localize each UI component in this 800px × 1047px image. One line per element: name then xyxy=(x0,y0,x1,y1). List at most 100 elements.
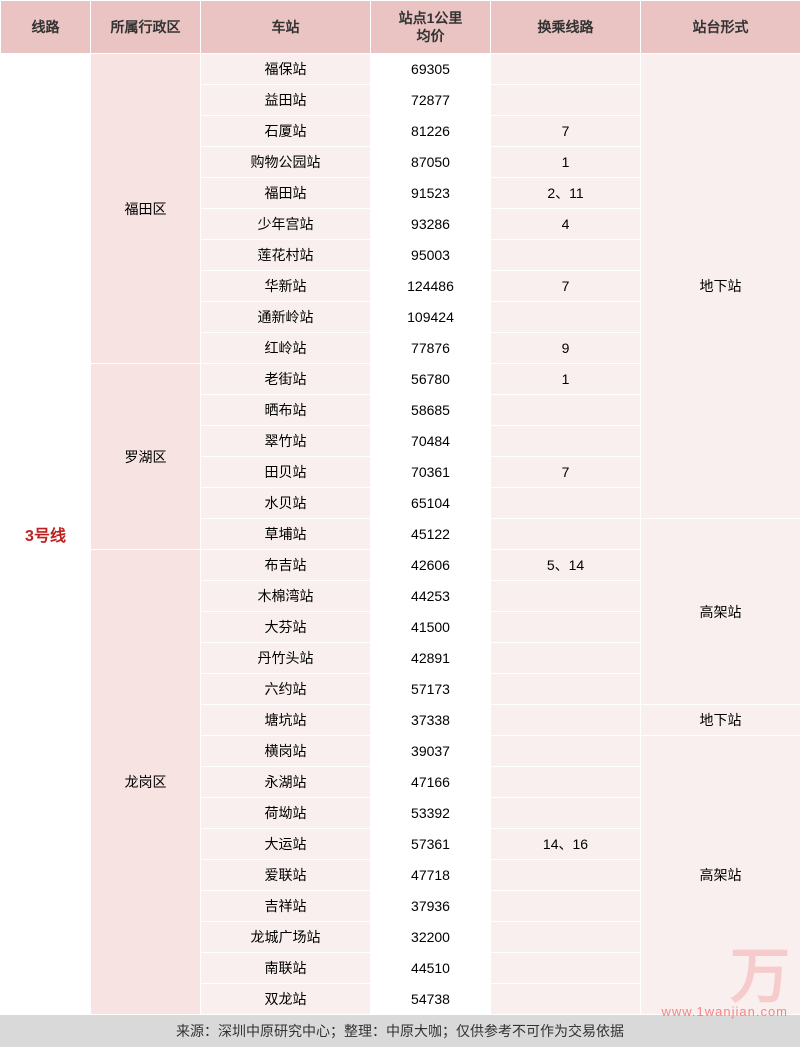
station-cell: 华新站 xyxy=(201,271,371,302)
col-line: 线路 xyxy=(1,1,91,54)
station-cell: 田贝站 xyxy=(201,457,371,488)
station-cell: 龙城广场站 xyxy=(201,922,371,953)
price-cell: 37936 xyxy=(371,891,491,922)
station-cell: 横岗站 xyxy=(201,736,371,767)
transfer-cell: 5、14 xyxy=(491,550,641,581)
station-cell: 塘坑站 xyxy=(201,705,371,736)
transfer-cell xyxy=(491,488,641,519)
platform-cell: 地下站 xyxy=(641,54,800,519)
transfer-cell xyxy=(491,953,641,984)
station-cell: 少年宫站 xyxy=(201,209,371,240)
station-cell: 通新岭站 xyxy=(201,302,371,333)
transfer-cell xyxy=(491,426,641,457)
station-cell: 水贝站 xyxy=(201,488,371,519)
price-cell: 124486 xyxy=(371,271,491,302)
transfer-cell xyxy=(491,705,641,736)
station-cell: 莲花村站 xyxy=(201,240,371,271)
station-cell: 石厦站 xyxy=(201,116,371,147)
price-cell: 41500 xyxy=(371,612,491,643)
price-cell: 37338 xyxy=(371,705,491,736)
price-cell: 58685 xyxy=(371,395,491,426)
transfer-cell xyxy=(491,85,641,116)
platform-cell: 地下站 xyxy=(641,705,800,736)
transfer-cell xyxy=(491,984,641,1015)
price-cell: 87050 xyxy=(371,147,491,178)
station-cell: 益田站 xyxy=(201,85,371,116)
station-price-table: 线路 所属行政区 车站 站点1公里均价 换乘线路 站台形式 3号线福田区福保站6… xyxy=(0,0,800,1015)
transfer-cell xyxy=(491,240,641,271)
price-cell: 69305 xyxy=(371,54,491,85)
price-cell: 70484 xyxy=(371,426,491,457)
transfer-cell: 7 xyxy=(491,271,641,302)
transfer-cell: 9 xyxy=(491,333,641,364)
station-cell: 双龙站 xyxy=(201,984,371,1015)
price-cell: 65104 xyxy=(371,488,491,519)
transfer-cell xyxy=(491,643,641,674)
price-cell: 57361 xyxy=(371,829,491,860)
transfer-cell xyxy=(491,674,641,705)
price-cell: 44510 xyxy=(371,953,491,984)
transfer-cell xyxy=(491,302,641,333)
table-row: 3号线福田区福保站69305地下站 xyxy=(1,54,800,85)
price-cell: 45122 xyxy=(371,519,491,550)
transfer-cell: 4 xyxy=(491,209,641,240)
price-cell: 44253 xyxy=(371,581,491,612)
price-cell: 42606 xyxy=(371,550,491,581)
price-cell: 47718 xyxy=(371,860,491,891)
platform-cell: 高架站 xyxy=(641,519,800,705)
col-transfer: 换乘线路 xyxy=(491,1,641,54)
station-cell: 红岭站 xyxy=(201,333,371,364)
price-cell: 93286 xyxy=(371,209,491,240)
transfer-cell xyxy=(491,612,641,643)
price-cell: 109424 xyxy=(371,302,491,333)
price-cell: 56780 xyxy=(371,364,491,395)
price-cell: 32200 xyxy=(371,922,491,953)
price-cell: 54738 xyxy=(371,984,491,1015)
transfer-cell xyxy=(491,519,641,550)
transfer-cell xyxy=(491,54,641,85)
station-cell: 布吉站 xyxy=(201,550,371,581)
footer-note: 来源：深圳中原研究中心；整理：中原大咖；仅供参考不可作为交易依据 xyxy=(0,1015,800,1047)
station-cell: 南联站 xyxy=(201,953,371,984)
col-platform: 站台形式 xyxy=(641,1,800,54)
transfer-cell xyxy=(491,767,641,798)
station-cell: 木棉湾站 xyxy=(201,581,371,612)
station-cell: 晒布站 xyxy=(201,395,371,426)
col-station: 车站 xyxy=(201,1,371,54)
station-cell: 大运站 xyxy=(201,829,371,860)
station-cell: 六约站 xyxy=(201,674,371,705)
transfer-cell: 7 xyxy=(491,457,641,488)
transfer-cell xyxy=(491,922,641,953)
col-district: 所属行政区 xyxy=(91,1,201,54)
station-cell: 吉祥站 xyxy=(201,891,371,922)
line-cell: 3号线 xyxy=(1,54,91,1015)
transfer-cell xyxy=(491,395,641,426)
station-cell: 永湖站 xyxy=(201,767,371,798)
price-cell: 95003 xyxy=(371,240,491,271)
station-cell: 福保站 xyxy=(201,54,371,85)
station-cell: 大芬站 xyxy=(201,612,371,643)
price-cell: 70361 xyxy=(371,457,491,488)
station-cell: 荷坳站 xyxy=(201,798,371,829)
price-cell: 47166 xyxy=(371,767,491,798)
station-cell: 爱联站 xyxy=(201,860,371,891)
district-cell: 龙岗区 xyxy=(91,550,201,1015)
transfer-cell: 1 xyxy=(491,147,641,178)
price-cell: 39037 xyxy=(371,736,491,767)
station-cell: 丹竹头站 xyxy=(201,643,371,674)
transfer-cell xyxy=(491,891,641,922)
station-cell: 购物公园站 xyxy=(201,147,371,178)
transfer-cell: 1 xyxy=(491,364,641,395)
price-cell: 57173 xyxy=(371,674,491,705)
price-cell: 42891 xyxy=(371,643,491,674)
transfer-cell: 7 xyxy=(491,116,641,147)
district-cell: 福田区 xyxy=(91,54,201,364)
price-cell: 77876 xyxy=(371,333,491,364)
station-cell: 草埔站 xyxy=(201,519,371,550)
price-cell: 72877 xyxy=(371,85,491,116)
price-cell: 53392 xyxy=(371,798,491,829)
transfer-cell xyxy=(491,581,641,612)
transfer-cell xyxy=(491,736,641,767)
district-cell: 罗湖区 xyxy=(91,364,201,550)
col-price: 站点1公里均价 xyxy=(371,1,491,54)
